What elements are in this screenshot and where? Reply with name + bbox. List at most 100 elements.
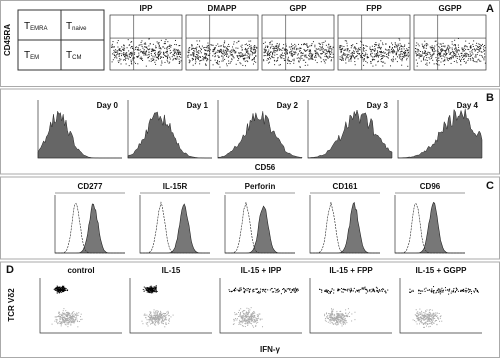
dot bbox=[155, 319, 157, 321]
dot bbox=[296, 47, 298, 49]
dot bbox=[404, 44, 406, 46]
dot bbox=[428, 319, 430, 321]
dot bbox=[287, 59, 289, 61]
dot bbox=[469, 51, 471, 53]
dot bbox=[57, 286, 59, 288]
dot bbox=[162, 312, 164, 314]
plot-title: CD96 bbox=[420, 182, 441, 191]
dot bbox=[68, 317, 70, 319]
dot bbox=[117, 53, 119, 55]
dot bbox=[449, 47, 451, 49]
dot bbox=[257, 316, 259, 318]
dot bbox=[80, 313, 82, 315]
dot bbox=[381, 52, 383, 54]
dot bbox=[165, 51, 167, 53]
q-sub: EMRA bbox=[30, 26, 47, 32]
dot bbox=[276, 44, 278, 46]
dot bbox=[282, 47, 284, 49]
dot bbox=[449, 288, 451, 290]
dot bbox=[347, 49, 349, 51]
dot bbox=[158, 47, 160, 49]
dot bbox=[425, 318, 427, 320]
dot bbox=[63, 286, 65, 288]
dot bbox=[445, 49, 447, 51]
dot bbox=[393, 51, 395, 53]
dot bbox=[382, 288, 384, 290]
dot bbox=[59, 288, 61, 290]
dot bbox=[340, 45, 342, 47]
dot bbox=[456, 49, 458, 51]
dot bbox=[455, 53, 457, 55]
dot bbox=[241, 317, 243, 319]
dot bbox=[147, 287, 149, 289]
dot bbox=[246, 312, 248, 314]
dot bbox=[377, 61, 379, 63]
dot bbox=[435, 57, 437, 59]
dot bbox=[220, 49, 222, 51]
dot bbox=[170, 44, 172, 46]
dot bbox=[143, 290, 145, 292]
dot bbox=[454, 291, 456, 293]
dot bbox=[221, 55, 223, 57]
dot bbox=[150, 289, 152, 291]
dot bbox=[64, 321, 66, 323]
dot bbox=[364, 286, 366, 288]
dot bbox=[371, 288, 373, 290]
dot bbox=[176, 54, 178, 56]
dot bbox=[392, 44, 394, 46]
dot bbox=[283, 288, 285, 290]
dot bbox=[353, 52, 355, 54]
dot bbox=[294, 287, 296, 289]
dot bbox=[273, 59, 275, 61]
dot bbox=[322, 50, 324, 52]
dot bbox=[209, 49, 211, 51]
dot bbox=[64, 290, 66, 292]
dot bbox=[217, 49, 219, 51]
dot bbox=[347, 290, 349, 292]
dot bbox=[147, 49, 149, 51]
dot bbox=[456, 51, 458, 53]
dot bbox=[290, 52, 292, 54]
dot bbox=[240, 63, 242, 65]
dot bbox=[240, 324, 242, 326]
dot bbox=[113, 52, 115, 54]
dot bbox=[71, 318, 73, 320]
dot bbox=[148, 57, 150, 59]
dot bbox=[428, 319, 430, 321]
dot bbox=[369, 289, 371, 291]
dot bbox=[162, 317, 164, 319]
dot bbox=[146, 314, 148, 316]
dot bbox=[472, 46, 474, 48]
dot bbox=[76, 314, 78, 316]
dot bbox=[170, 316, 172, 318]
dot bbox=[350, 289, 352, 291]
dot bbox=[152, 315, 154, 317]
dot bbox=[404, 50, 406, 52]
dot bbox=[219, 51, 221, 53]
dot bbox=[331, 57, 333, 59]
dot bbox=[317, 48, 319, 50]
dot bbox=[453, 52, 455, 54]
dot bbox=[347, 313, 349, 315]
dot bbox=[250, 316, 252, 318]
dot bbox=[458, 50, 460, 52]
dot bbox=[126, 54, 128, 56]
dot bbox=[155, 317, 157, 319]
dot bbox=[422, 317, 424, 319]
dot bbox=[213, 53, 215, 55]
dot bbox=[285, 48, 287, 50]
dot bbox=[416, 55, 418, 57]
dot bbox=[448, 53, 450, 55]
dot bbox=[255, 52, 257, 54]
dot bbox=[332, 318, 334, 320]
dot bbox=[253, 47, 255, 49]
dot bbox=[450, 292, 452, 294]
dot bbox=[320, 53, 322, 55]
dot bbox=[426, 313, 428, 315]
dot bbox=[200, 52, 202, 54]
dot bbox=[72, 321, 74, 323]
dot bbox=[63, 290, 65, 292]
dot bbox=[174, 44, 176, 46]
dot bbox=[339, 46, 341, 48]
dot bbox=[294, 289, 296, 291]
